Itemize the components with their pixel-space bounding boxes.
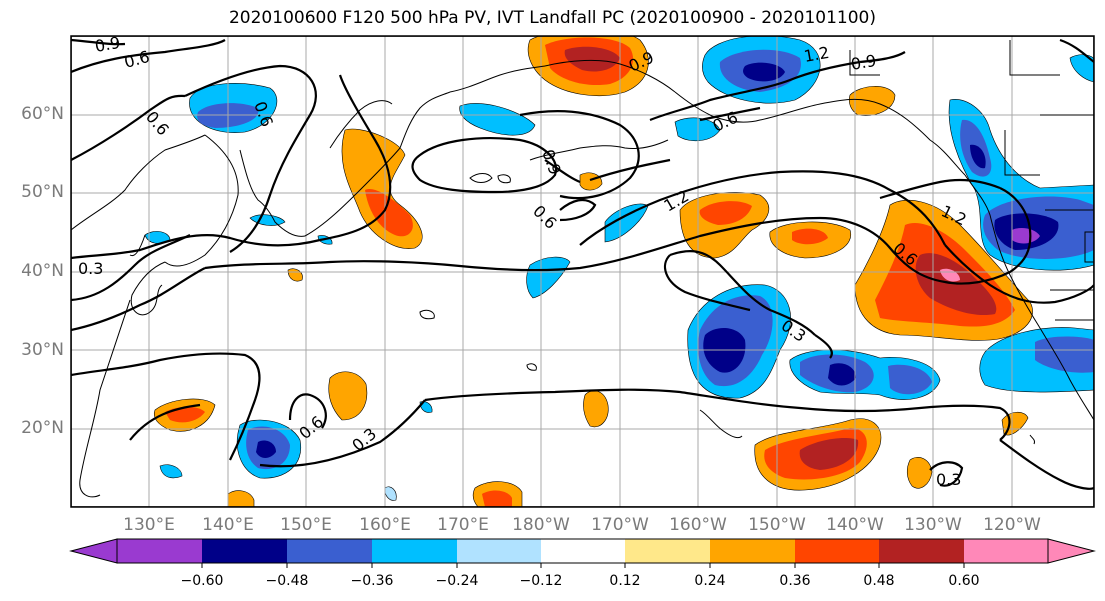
lon-label-130w: 130°W (904, 515, 962, 535)
map-title: 2020100600 F120 500 hPa PV, IVT Landfall… (228, 8, 876, 28)
colorbar-tick-label: −0.24 (435, 573, 479, 589)
colorbar-tick-label: 0.12 (609, 573, 641, 589)
colorbar-tick-label: 0.60 (948, 573, 980, 589)
contour-label: 0.9 (93, 33, 121, 56)
gridlines (71, 36, 1094, 507)
positive-pv-shading (153, 36, 1033, 507)
colorbar-bin (625, 539, 710, 563)
colorbar-bin (879, 539, 964, 563)
colorbar-bin (964, 539, 1048, 563)
lon-label-150w: 150°W (748, 515, 806, 535)
colorbar-tick-label: 0.36 (779, 573, 811, 589)
colorbar-bin (202, 539, 287, 563)
colorbar-bin (457, 539, 541, 563)
lon-label-160w: 160°W (669, 515, 727, 535)
lon-label-160e: 160°E (359, 515, 411, 535)
lon-label-150e: 150°E (280, 515, 332, 535)
contour-label: 1.2 (802, 43, 830, 66)
pv-contours (71, 38, 1094, 490)
lat-label-50n: 50°N (21, 182, 64, 202)
lon-label-120w: 120°W (983, 515, 1041, 535)
colorbar-tick-label: 0.24 (694, 573, 726, 589)
colorbar-tick-label: −0.48 (265, 573, 309, 589)
lat-label-60n: 60°N (21, 104, 64, 124)
map-frame (70, 35, 1095, 508)
colorbar-bin (372, 539, 457, 563)
colorbar-extend-low (69, 538, 118, 564)
lat-label-20n: 20°N (21, 418, 64, 438)
lon-label-140w: 140°W (826, 515, 884, 535)
contour-label: 0.3 (78, 259, 103, 278)
contour-label: 0.3 (936, 470, 961, 489)
colorbar-extend-high (1047, 538, 1096, 564)
contour-label: 0.9 (849, 51, 877, 74)
colorbar-bin (117, 539, 202, 563)
colorbar-bin (287, 539, 372, 563)
lon-label-170w: 170°W (591, 515, 649, 535)
lon-label-130e: 130°E (123, 515, 175, 535)
colorbar-tick-label: −0.60 (180, 573, 224, 589)
lat-label-40n: 40°N (21, 261, 64, 281)
lat-label-30n: 30°N (21, 340, 64, 360)
colorbar-bin (541, 539, 625, 563)
colorbar-tick-label: −0.36 (350, 573, 394, 589)
colorbar-tick-label: −0.12 (519, 573, 563, 589)
colorbar (69, 538, 1096, 568)
lon-label-140e: 140°E (202, 515, 254, 535)
colorbar-bin (710, 539, 795, 563)
colorbar-bin (795, 539, 879, 563)
lon-label-170e: 170°E (437, 515, 489, 535)
coastlines (71, 40, 1094, 498)
lon-label-180w: 180°W (512, 515, 570, 535)
colorbar-tick-label: 0.48 (863, 573, 895, 589)
